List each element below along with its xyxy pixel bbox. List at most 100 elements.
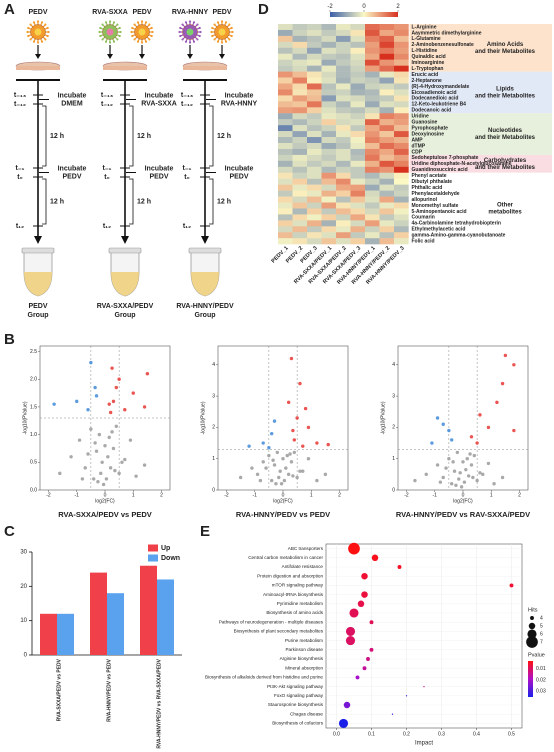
- bubble: [391, 713, 394, 715]
- virus-spike-tip: [192, 40, 196, 43]
- row-label: L-Tryptophan: [412, 66, 444, 72]
- legend-title: Pvalue: [528, 652, 545, 658]
- interval-label: 12 h: [50, 198, 64, 205]
- time-label: t₋₁₃: [14, 92, 26, 99]
- point: [75, 399, 79, 404]
- bubble: [349, 608, 359, 618]
- heat-cell: [307, 125, 322, 132]
- point: [108, 466, 113, 470]
- y-tick-label: Central carbon metabolism in cancer: [248, 555, 323, 560]
- legend-bubble: [527, 629, 537, 639]
- point: [291, 474, 295, 478]
- virus-spike-tip: [46, 34, 49, 38]
- time-label: t₋₁₂: [14, 101, 26, 108]
- incubate-label: RVA-SXXA: [141, 100, 177, 107]
- virus-core: [218, 28, 226, 36]
- virus-spike-tip: [144, 40, 148, 43]
- y-tick-label: 1: [392, 456, 395, 462]
- row-label: Dodecanoic acid: [412, 108, 452, 114]
- chart-title: RVA-HNNY/PEDV vs RAV-SXXA/PEDV: [396, 510, 530, 519]
- virus-spike-tip: [131, 26, 134, 30]
- heat-cell: [336, 89, 351, 96]
- heat-cell: [292, 196, 308, 203]
- timeline-head: [201, 236, 209, 244]
- virus-spike-tip: [148, 38, 151, 41]
- point: [285, 453, 289, 458]
- group-band: [409, 113, 552, 155]
- heat-cell: [394, 107, 409, 114]
- point: [145, 371, 150, 376]
- virus-spike-tip: [104, 40, 108, 43]
- row-label: Coumarin: [412, 215, 435, 221]
- x-tick-label: 1: [490, 492, 493, 498]
- heat-cell: [379, 41, 395, 48]
- heat-cell: [365, 178, 380, 185]
- point: [291, 428, 295, 433]
- heat-cell: [365, 190, 380, 197]
- heat-cell: [350, 125, 366, 132]
- heat-cell: [394, 202, 409, 209]
- heat-cell: [394, 59, 409, 66]
- row-label: Iminoarginine: [412, 60, 445, 66]
- point: [306, 456, 311, 461]
- heat-cell: [394, 29, 409, 37]
- incubate-label: PEDV: [229, 173, 248, 180]
- heat-cell: [379, 77, 395, 84]
- heat-cell: [278, 113, 293, 120]
- heat-cell: [365, 148, 380, 156]
- heat-cell: [379, 137, 395, 144]
- heat-cell: [350, 184, 366, 191]
- point: [106, 455, 110, 459]
- heat-cell: [307, 226, 322, 233]
- bubble: [361, 591, 368, 598]
- heat-cell: [365, 101, 380, 108]
- row-label: Erucic acid: [412, 72, 439, 78]
- row-label: Pyrophosphate: [412, 125, 449, 131]
- heat-cell: [379, 190, 395, 197]
- group-label: RVA-SXXA/PEDV: [97, 303, 154, 310]
- point: [298, 381, 302, 386]
- row-label: Phenylacetaldehyde: [412, 191, 460, 197]
- heat-cell: [336, 178, 351, 185]
- point: [272, 419, 277, 423]
- x-tick-label: 2: [338, 492, 341, 498]
- bubble: [362, 666, 367, 671]
- virus-spike-tip: [44, 23, 47, 26]
- point: [269, 478, 274, 483]
- bubble: [357, 600, 365, 608]
- virus-spike-tip: [36, 20, 40, 23]
- group-label: PEDV: [28, 303, 47, 310]
- dish-wall: [103, 66, 147, 70]
- heat-cell: [394, 220, 409, 227]
- row-label: Phenyl acetate: [412, 173, 447, 179]
- heat-cell: [321, 41, 337, 48]
- y-tick-label: 0: [24, 653, 28, 659]
- heat-cell: [394, 77, 409, 84]
- heat-cell: [336, 47, 351, 54]
- colorbar-label: 0: [362, 4, 366, 10]
- group-label: and their Metabolites: [475, 94, 536, 100]
- heat-cell: [379, 107, 395, 114]
- virus-spike-tip: [211, 26, 214, 30]
- virus-spike-tip: [108, 20, 112, 23]
- incubate-label: Incubate: [58, 165, 87, 172]
- dish-wall: [183, 66, 227, 70]
- heat-cell: [307, 190, 322, 197]
- heat-cell: [307, 119, 322, 126]
- virus-spike-tip: [32, 21, 36, 24]
- virus-spike-tip: [140, 41, 144, 44]
- heat-cell: [321, 95, 337, 102]
- tube-cap: [21, 247, 55, 254]
- heat-cell: [394, 101, 409, 108]
- heat-cell: [394, 172, 409, 179]
- heat-cell: [336, 107, 351, 114]
- group-label: Group: [195, 312, 216, 319]
- heat-cell: [350, 65, 366, 72]
- x-tick-label: 2: [160, 492, 163, 498]
- point: [58, 471, 62, 476]
- point: [486, 425, 491, 430]
- heat-cell: [307, 154, 322, 162]
- point: [478, 413, 482, 417]
- point: [282, 478, 287, 483]
- heat-cell: [278, 137, 293, 144]
